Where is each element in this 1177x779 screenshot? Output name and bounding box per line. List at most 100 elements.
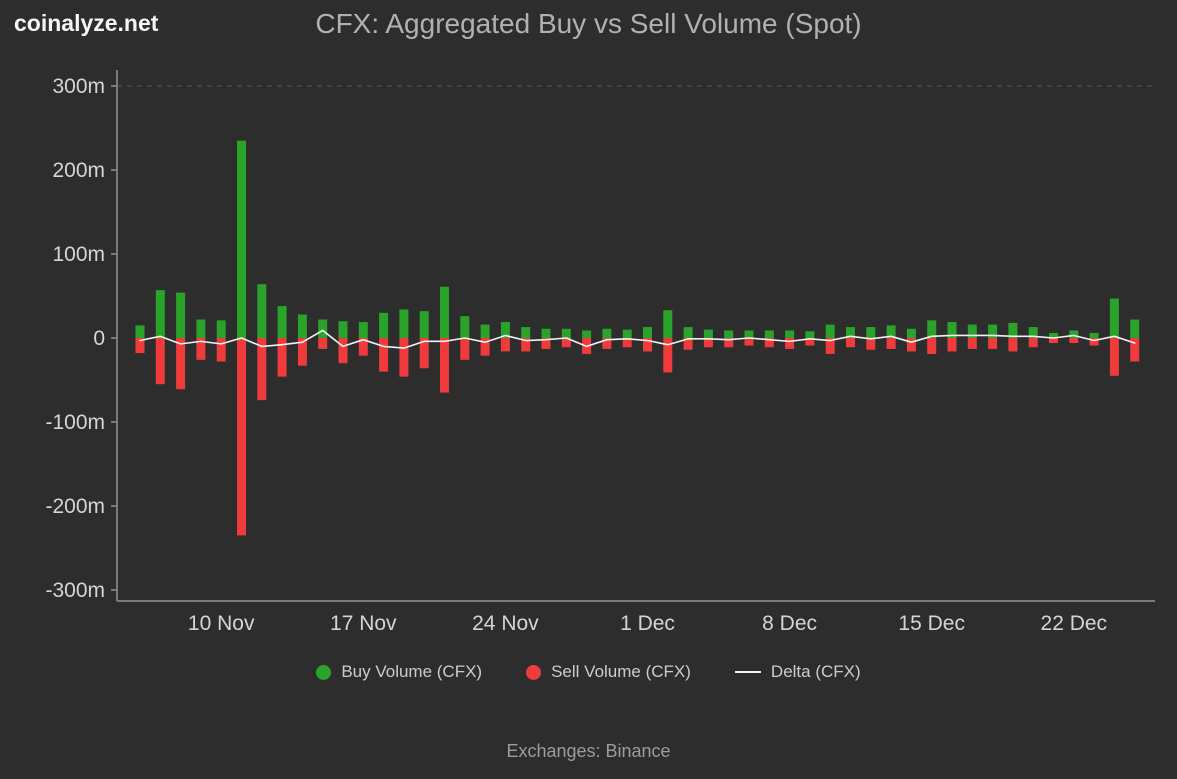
buy-bar [846,327,855,338]
sell-bar [764,338,774,348]
buy-bar [237,140,246,338]
sell-bar [1089,338,1099,346]
y-axis-label: 100m [52,243,105,266]
delta-line [139,329,1136,349]
sell-bar [399,338,409,377]
buy-bar [358,322,368,338]
buy-bar [1028,327,1038,338]
sell-bar [277,338,287,377]
legend-label: Buy Volume (CFX) [341,662,483,681]
legend-item-sell[interactable]: Sell Volume (CFX) [526,662,691,682]
sell-bar [297,338,307,366]
buy-bar [1089,332,1099,338]
sell-bar [176,338,186,390]
buy-bar [866,327,876,338]
sell-bar [480,338,490,356]
legend-item-delta[interactable]: Delta (CFX) [734,662,861,682]
site-logo[interactable]: coinalyze.net [14,10,159,36]
sell-bar [338,338,348,364]
sell-bar [237,338,246,536]
sell-bar [947,338,957,352]
x-axis-label: 10 Nov [188,612,255,635]
sell-bar [724,338,734,348]
buy-bar [541,328,551,338]
sell-bar [1028,338,1038,348]
sell-bar [460,338,470,360]
x-axis-label: 15 Dec [898,612,965,635]
y-axis-label: -200m [45,495,105,518]
buy-bar [216,320,226,338]
sell-bar [663,338,673,373]
sell-bar [379,338,389,372]
buy-bar [521,327,531,338]
buy-bar [419,311,429,338]
sell-bar [703,338,713,348]
x-axis-label: 22 Dec [1041,612,1108,635]
buy-bar [379,312,389,338]
buy-volume-legend-marker-icon [316,664,332,680]
sell-bar [1109,338,1119,376]
y-axis-label: -300m [45,579,105,602]
sell-bar [419,338,429,369]
sell-bar [135,338,145,354]
sell-bar [1130,338,1140,362]
buy-bar [643,327,652,338]
legend-item-buy[interactable]: Buy Volume (CFX) [316,662,482,682]
chart-title: CFX: Aggregated Buy vs Sell Volume (Spot… [315,8,862,39]
sell-bar [683,338,693,350]
buy-bar [947,322,957,338]
sell-bar [906,338,916,352]
buy-bar [176,292,186,338]
buy-bar [1008,322,1018,338]
buy-bar [724,330,734,338]
sell-bar [744,338,754,346]
sell-bar [846,338,855,348]
buy-sell-volume-chart[interactable]: 300m 200m 100m 0 -100m -200m -300m 10 Nov 17 Nov… [0,0,1177,660]
sell-bar [155,338,165,385]
sell-bar [866,338,876,350]
buy-bar [622,329,632,338]
buy-bar [927,320,937,338]
buy-bar [1049,332,1058,338]
chart-area[interactable]: 300m 200m 100m 0 -100m -200m -300m 10 Nov 17 Nov… [0,0,1177,665]
sell-bar [886,338,896,349]
sell-bar [927,338,937,354]
delta-legend-marker-icon [734,671,761,673]
buy-bar [440,286,449,338]
sell-bar [602,338,612,349]
sell-bar [196,338,206,360]
legend-label: Delta (CFX) [770,662,861,681]
buy-bar [1109,298,1119,338]
buy-bar [967,324,977,338]
buy-bar [399,309,409,338]
buy-bar [480,324,490,338]
sell-bar [805,338,815,346]
sell-bar [318,338,328,349]
x-axis-label: 24 Nov [472,612,539,635]
sell-bar [825,338,835,354]
sell-bar [561,338,571,348]
buy-bar [297,314,307,338]
buy-bar [785,330,795,338]
buy-bar [764,330,774,338]
x-axis-label: 1 Dec [620,612,675,635]
sell-bar [440,338,449,393]
buy-bar [744,330,754,338]
y-axis-label: 300m [52,75,105,98]
chart-legend: Buy Volume (CFX) Sell Volume (CFX) Delta (… [0,662,1177,682]
legend-label: Sell Volume (CFX) [551,662,691,681]
sell-bar [785,338,795,349]
buy-bar [663,310,673,338]
buy-bar [460,316,470,338]
buy-bar [196,319,206,338]
buy-bar [988,324,998,338]
sell-volume-legend-marker-icon [526,664,542,680]
sell-bar [643,338,652,352]
buy-bar [906,328,916,338]
sell-bar [358,338,368,356]
buy-bar [135,325,145,338]
buy-bar [825,324,835,338]
buy-bar [257,284,267,338]
sell-bar [1069,338,1079,344]
x-axis-label: 8 Dec [762,612,817,635]
